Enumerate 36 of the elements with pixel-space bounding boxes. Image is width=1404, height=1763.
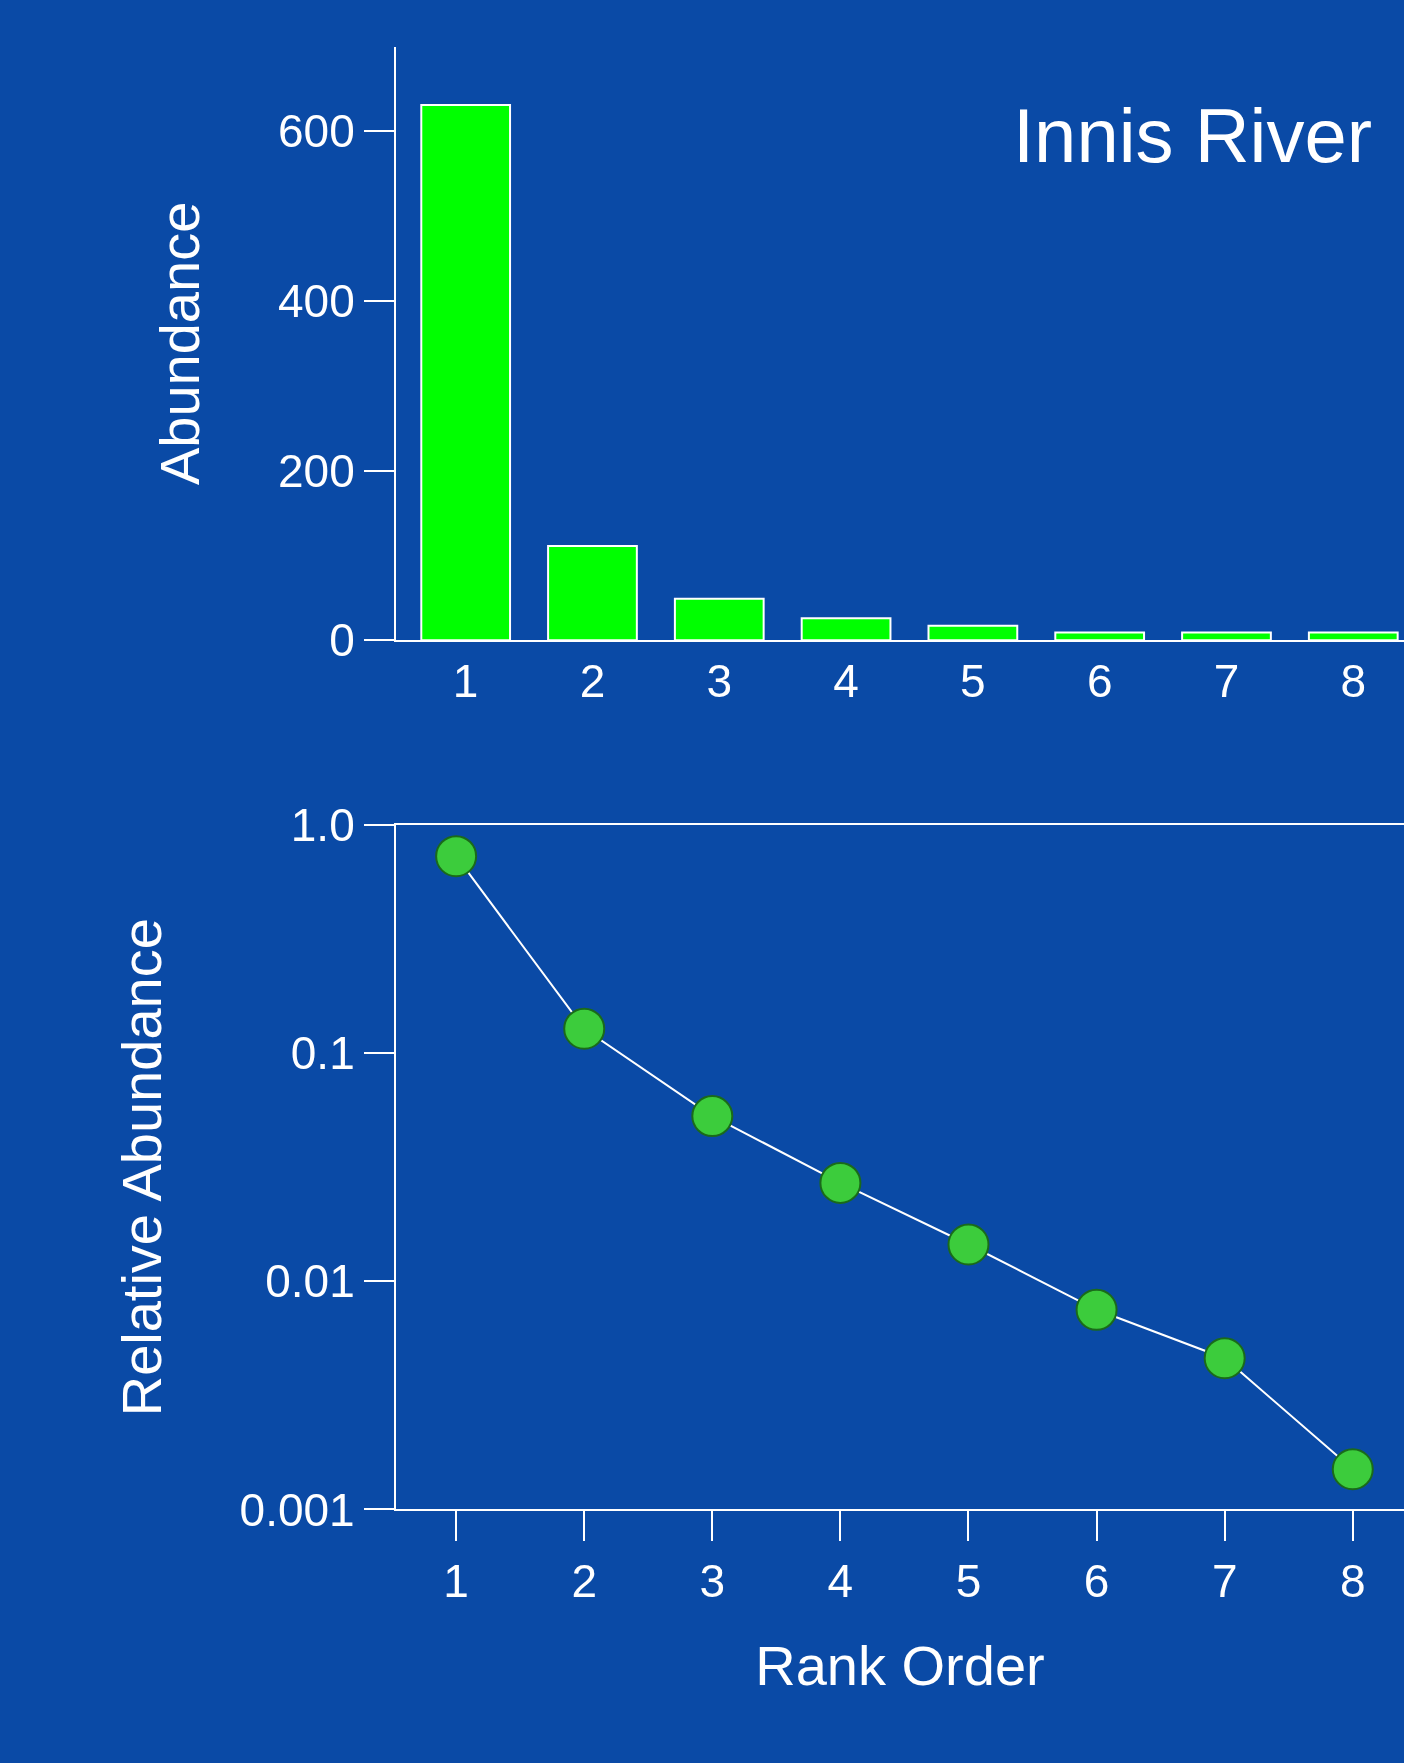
x-tick-label: 3 — [699, 1554, 726, 1607]
y-axis-title: Relative Abundance — [110, 918, 173, 1417]
x-tick-label: 7 — [1211, 1554, 1238, 1607]
x-axis-title: Rank Order — [755, 1633, 1045, 1697]
y-tick-label: 0.01 — [265, 1255, 355, 1308]
x-tick-label: 1 — [443, 1554, 469, 1607]
y-tick-label: 400 — [277, 275, 355, 328]
point — [563, 1007, 606, 1050]
y-tick-label: 600 — [277, 105, 355, 158]
x-tick-label: 3 — [706, 655, 733, 708]
y-tick-label: 0 — [329, 614, 355, 667]
x-tick-label: 2 — [579, 655, 606, 708]
y-tick-label: 0.001 — [239, 1483, 355, 1536]
text: Innis River — [1013, 93, 1372, 178]
point — [1331, 1448, 1374, 1491]
y-axis-title: Abundance — [148, 201, 212, 486]
x-tick-label: 6 — [1086, 655, 1113, 708]
point — [435, 835, 478, 878]
point — [819, 1161, 862, 1204]
x-tick-label: 2 — [571, 1554, 598, 1607]
point — [1075, 1288, 1118, 1331]
y-tick-label: 0.1 — [290, 1027, 355, 1080]
x-tick-label: 5 — [955, 1554, 982, 1607]
x-tick-label: 4 — [827, 1554, 854, 1607]
x-tick-label: 4 — [833, 655, 859, 708]
point — [1203, 1337, 1246, 1380]
x-tick-label: 1 — [452, 655, 479, 708]
x-tick-label: 5 — [960, 655, 986, 708]
point — [691, 1095, 734, 1138]
y-tick-label: 200 — [277, 444, 355, 497]
x-tick-label: 7 — [1213, 655, 1240, 708]
x-tick-label: 8 — [1339, 1554, 1366, 1607]
y-tick-label: 1.0 — [290, 799, 355, 852]
x-tick-label: 6 — [1083, 1554, 1110, 1607]
point — [947, 1223, 990, 1266]
x-tick-label: 8 — [1340, 655, 1367, 708]
